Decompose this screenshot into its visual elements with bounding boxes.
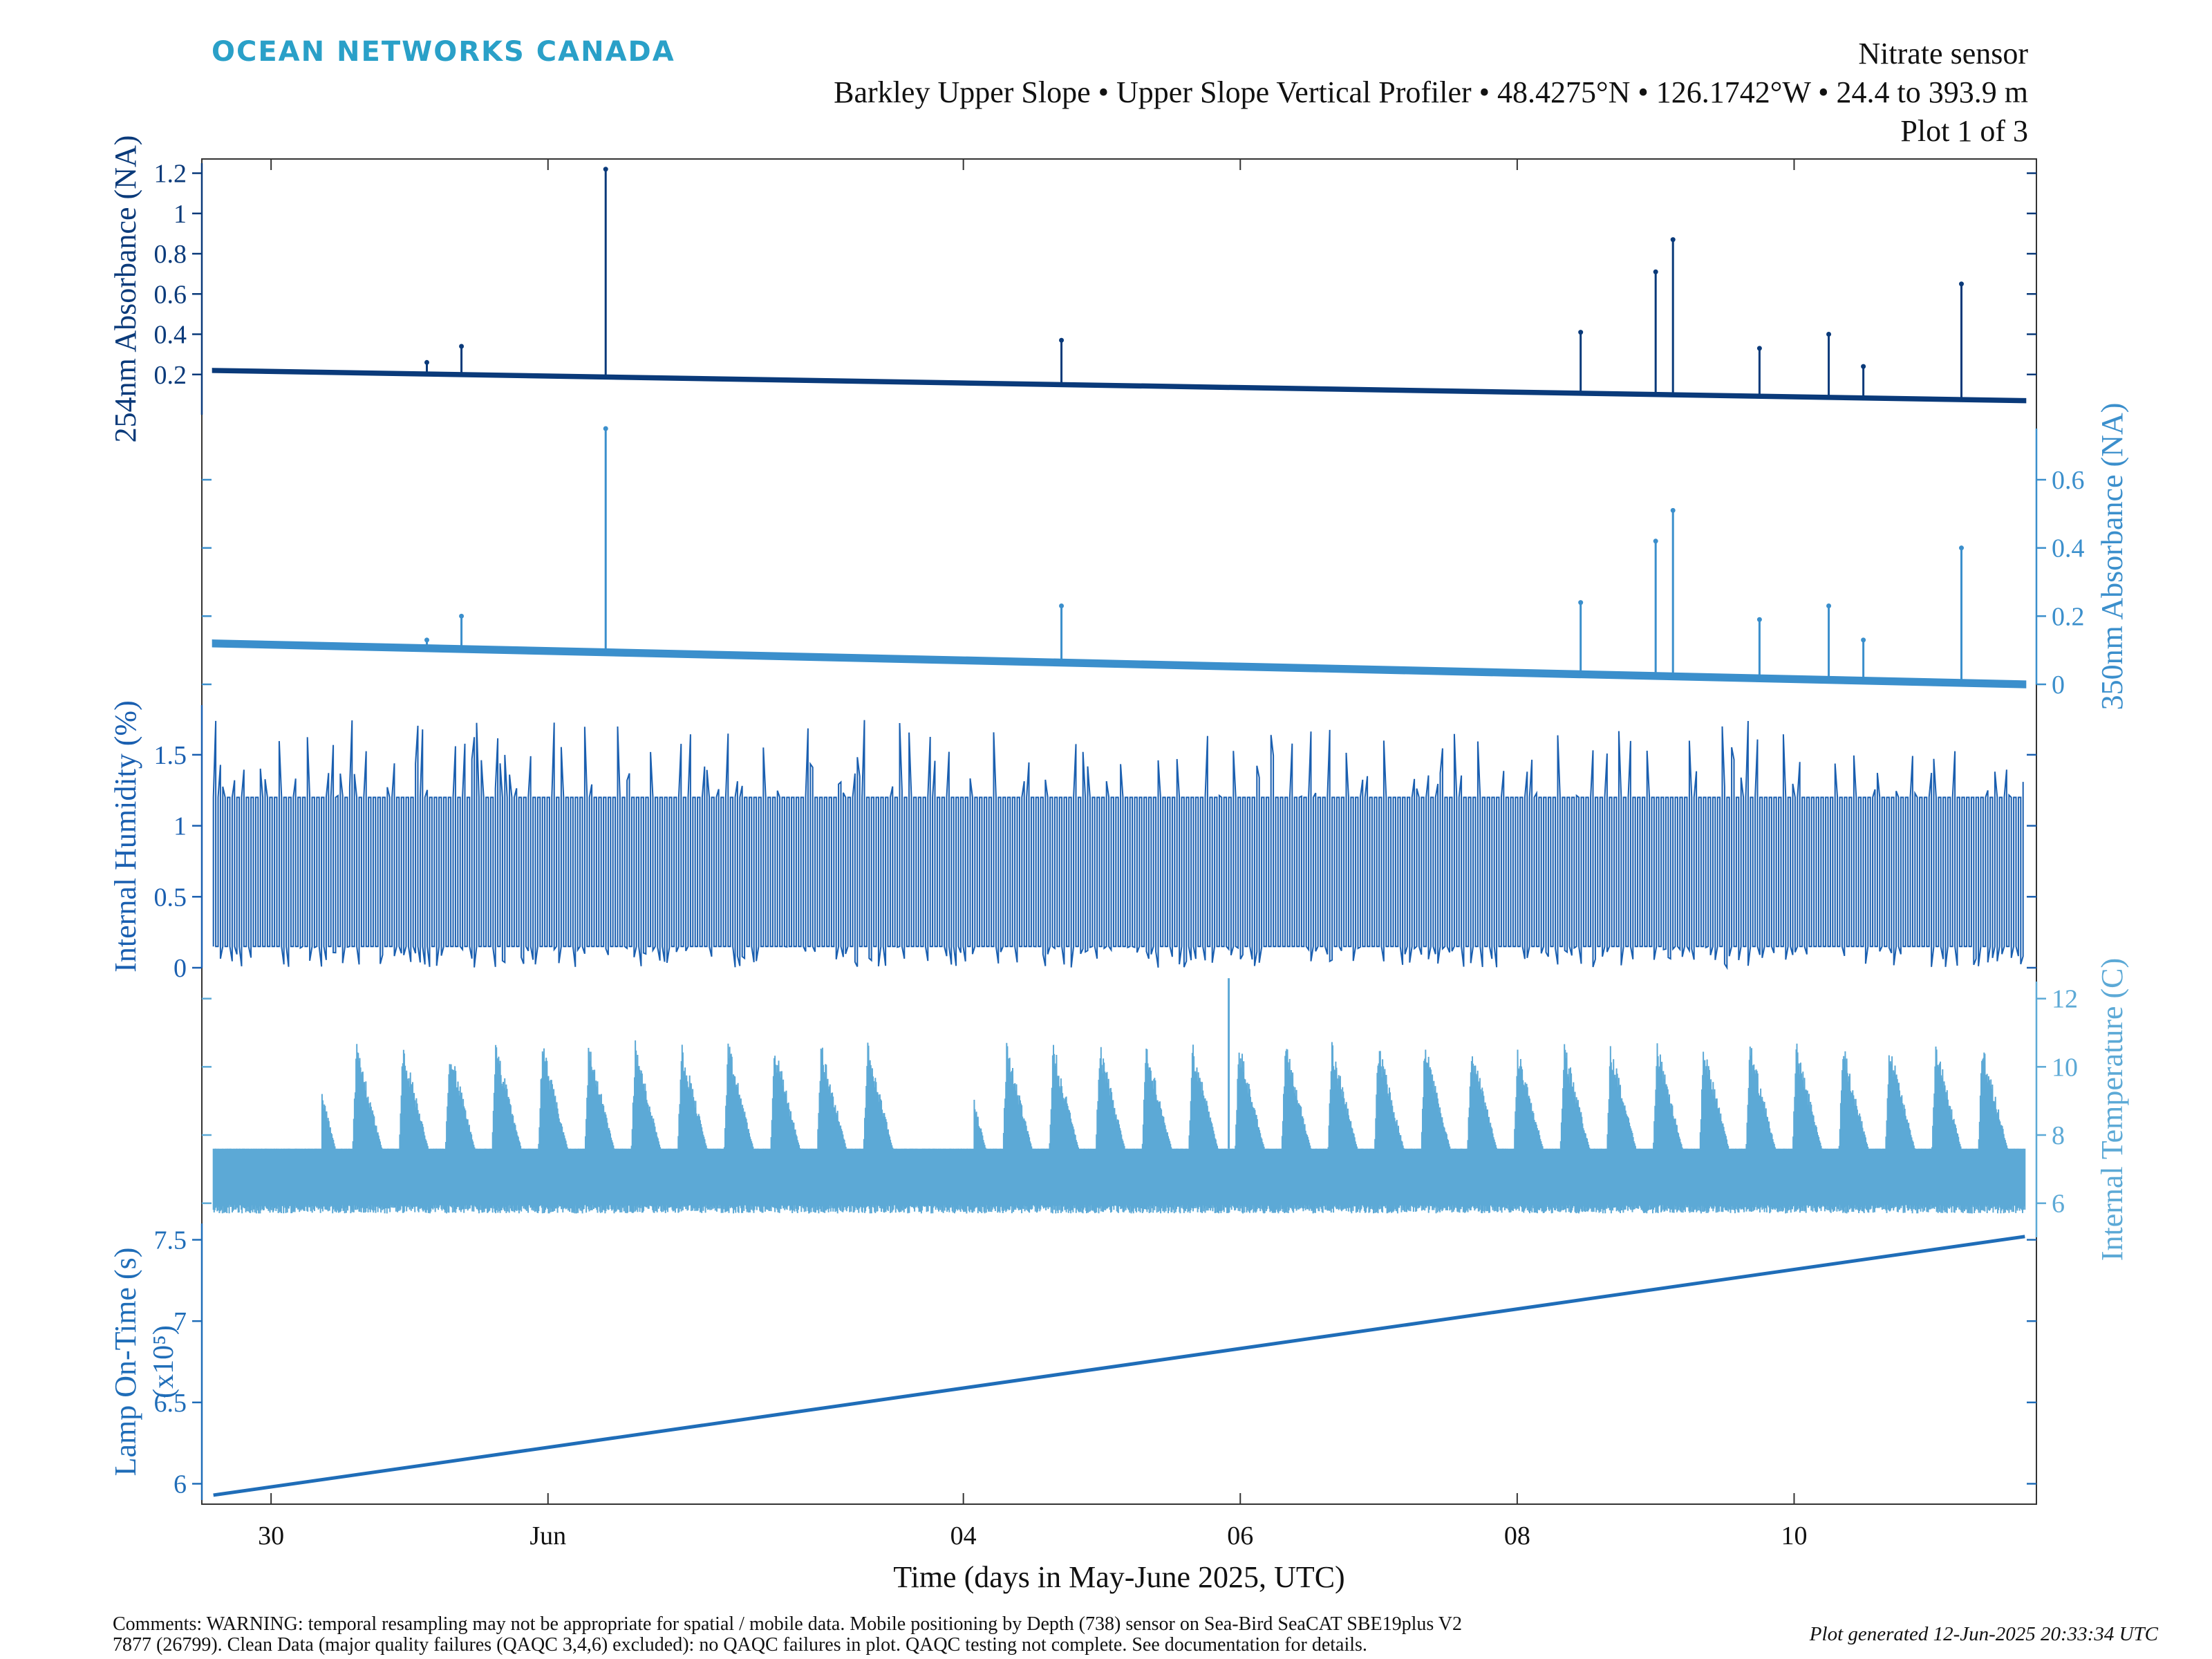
x-tick-label: 06 [1227,1521,1253,1550]
onc-logo: OCEAN NETWORKS CANADA [212,36,675,68]
data-spike-point-abs254 [459,344,465,349]
y-tick-label-humidity: 0 [174,954,187,983]
y-tick-label-abs350: 0.6 [2052,466,2085,495]
data-spike-point-abs350 [1861,637,1866,643]
x-tick-label: 08 [1504,1521,1530,1550]
series-line-lamp [213,1235,2025,1497]
x-tick-label: 10 [1781,1521,1807,1550]
data-spike-point-abs350 [459,613,465,619]
plot-number: Plot 1 of 3 [1900,114,2028,148]
y-tick-label-abs254: 0.6 [154,280,187,309]
y-tick-label-temperature: 10 [2052,1053,2078,1082]
data-spike-point-abs254 [1959,281,1965,287]
y-tick-label-lamp: 6 [174,1470,187,1499]
y-tick-label-abs350: 0.4 [2052,534,2085,563]
data-spike-point-abs254 [1059,337,1065,343]
y-tick-label-abs254: 1.2 [154,160,187,189]
data-spike-point-abs350 [1756,617,1762,622]
data-spike-point-abs350 [1578,600,1584,606]
y-axis-label-lamp: Lamp On-Time (s) [109,1248,142,1477]
x-tick-label: Jun [529,1521,566,1550]
y-tick-label-humidity: 1 [174,812,187,841]
data-spike-point-abs254 [424,359,429,365]
series-line-humidity [212,720,2024,971]
data-spike-point-abs350 [603,426,608,431]
data-spike-point-abs350 [1959,545,1965,551]
data-spike-point-abs350 [424,637,429,643]
data-spike-point-abs254 [1826,332,1832,337]
y-tick-label-abs254: 0.8 [154,240,187,269]
data-spike-point-abs350 [1653,538,1658,544]
plot-comments-line-2: 7877 (26799). Clean Data (major quality … [113,1634,1367,1656]
y-axis-label-humidity: Internal Humidity (%) [109,700,142,972]
y-tick-label-abs350: 0 [2052,671,2065,700]
series-band-abs254 [212,368,2027,404]
y-tick-label-abs350: 0.2 [2052,602,2085,631]
y-tick-label-temperature: 8 [2052,1121,2065,1150]
y-tick-label-lamp: 6.5 [154,1389,187,1418]
y-tick-label-humidity: 1.5 [154,741,187,770]
y-tick-label-temperature: 12 [2052,985,2078,1014]
x-tick-label: 04 [950,1521,977,1550]
y-axis-label-temperature: Internal Temperature (C) [2095,958,2129,1261]
x-tick-label: 30 [258,1521,284,1550]
y-tick-label-abs254: 0.2 [154,361,187,390]
plot-title: Nitrate sensor [1858,37,2028,71]
data-spike-point-abs350 [1670,507,1676,513]
y-axis-label-abs254: 254nm Absorbance (NA) [109,135,142,443]
data-spike-point-abs254 [1653,269,1658,274]
plot-comments-line-1: Comments: WARNING: temporal resampling m… [113,1613,1462,1635]
y-axis-multiplier-lamp: (x10⁵) [148,1325,180,1398]
plot-generated-timestamp: Plot generated 12-Jun-2025 20:33:34 UTC [1809,1623,2158,1645]
data-spike-point-abs254 [1578,330,1584,335]
y-axis-label-abs350: 350nm Absorbance (NA) [2095,403,2129,711]
series-band-abs350 [212,639,2027,688]
y-tick-label-abs254: 1 [174,200,187,229]
data-spike-point-abs254 [1670,237,1676,243]
y-tick-label-temperature: 6 [2052,1190,2065,1219]
data-spike-point-abs254 [1756,346,1762,351]
y-tick-label-lamp: 7.5 [154,1226,187,1255]
y-tick-label-lamp: 7 [174,1307,187,1336]
data-spike-point-abs254 [1861,364,1866,369]
y-tick-label-abs254: 0.4 [154,321,187,350]
plot-subtitle-location: Barkley Upper Slope • Upper Slope Vertic… [834,75,2028,109]
data-spike-point-abs350 [1826,603,1832,609]
data-spike-point-abs350 [1059,603,1065,609]
data-spike-point-abs254 [603,167,608,172]
y-tick-label-humidity: 0.5 [154,883,187,912]
x-axis-label: Time (days in May-June 2025, UTC) [893,1560,1344,1594]
series-line-temperature [212,1040,2026,1214]
